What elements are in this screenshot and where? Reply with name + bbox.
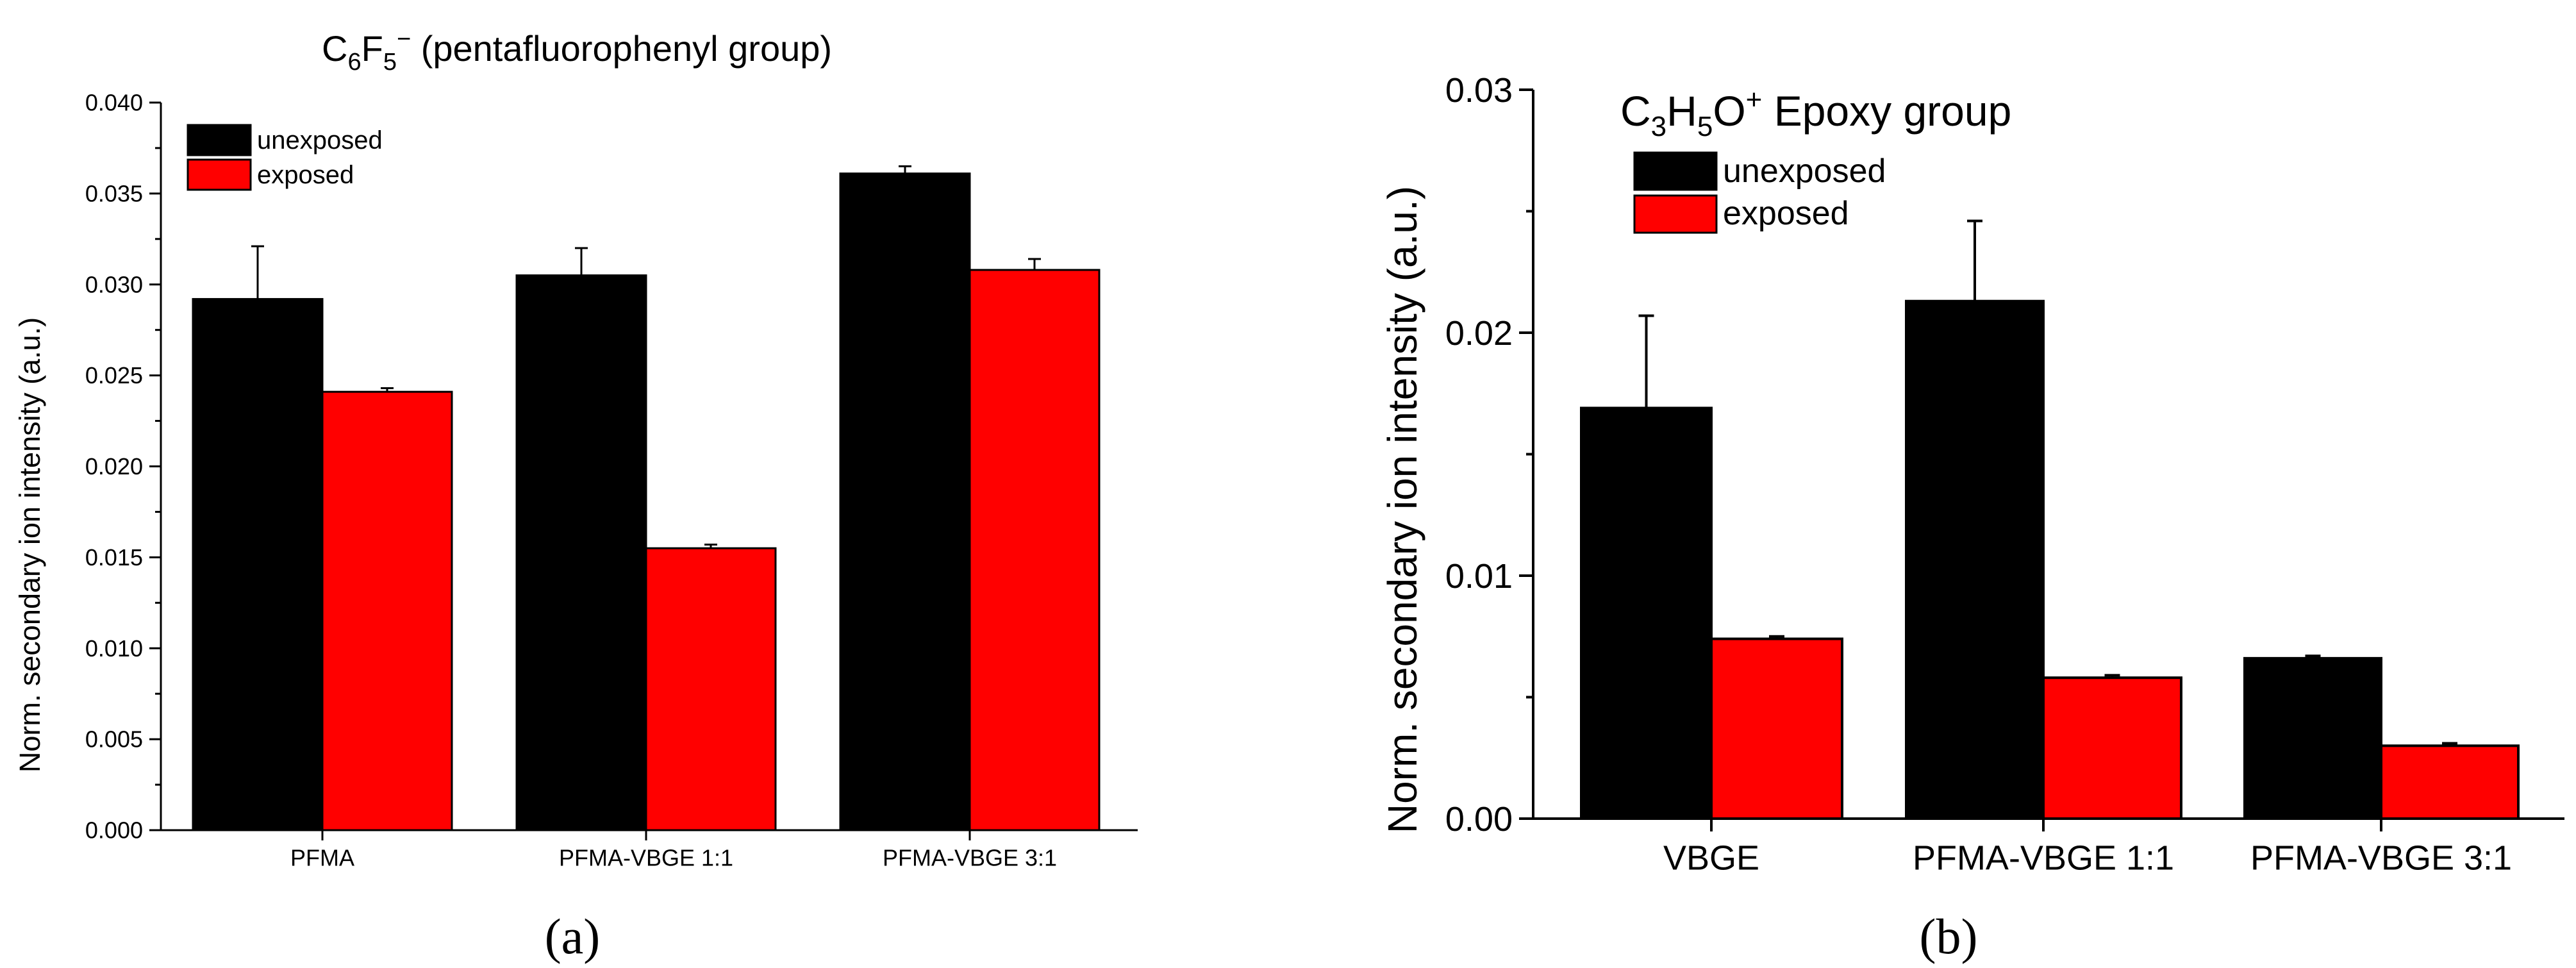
x-tick-label: VBGE xyxy=(1663,839,1759,877)
bar-exposed-2 xyxy=(2042,676,2182,821)
y-tick-label: 0.000 xyxy=(85,817,143,844)
y-tick-label: 0.02 xyxy=(1445,314,1513,353)
y-tick-label: 0.035 xyxy=(85,180,143,206)
y-tick-label: 0.030 xyxy=(85,271,143,297)
legend-swatch-exposed xyxy=(1633,194,1718,234)
x-tick-label: PFMA-VBGE 1:1 xyxy=(1913,839,2174,877)
bar-exposed-2 xyxy=(645,547,777,831)
legend-label-exposed: exposed xyxy=(257,161,354,189)
x-tick-label: PFMA-VBGE 1:1 xyxy=(559,845,733,871)
panel-label-a: (a) xyxy=(545,908,601,964)
bar-unexposed-1 xyxy=(1580,406,1713,820)
chart-a-y-axis-label: Norm. secondary ion intensity (a.u.) xyxy=(13,317,46,772)
bar-unexposed-3 xyxy=(839,172,971,831)
chart-b-y-axis-label: Norm. secondary ion intensity (a.u.) xyxy=(1379,186,1425,833)
bar-unexposed-2 xyxy=(1905,299,2045,821)
chart-b-legend: unexposed exposed xyxy=(1633,151,1886,234)
y-tick-label: 0.01 xyxy=(1445,557,1513,596)
y-tick-label: 0.025 xyxy=(85,362,143,388)
chart-a-title: C6F5− (pentafluorophenyl group) xyxy=(322,26,832,76)
y-tick-label: 0.020 xyxy=(85,453,143,480)
bar-exposed-1 xyxy=(321,390,453,831)
x-tick-label: PFMA-VBGE 3:1 xyxy=(883,845,1057,871)
bar-unexposed-1 xyxy=(192,297,324,831)
panel-label-b: (b) xyxy=(1920,908,1978,964)
bar-exposed-1 xyxy=(1710,637,1843,820)
y-tick-label: 0.010 xyxy=(85,635,143,662)
bar-exposed-3 xyxy=(2380,744,2520,821)
x-tick-label: PFMA xyxy=(290,845,354,871)
legend-swatch-unexposed xyxy=(187,124,252,156)
chart-a-legend: unexposed exposed xyxy=(187,124,383,191)
chart-b: C3H5O+ Epoxy group Norm. secondary ion i… xyxy=(1379,71,2564,964)
legend-label-unexposed: unexposed xyxy=(257,126,383,154)
legend-swatch-exposed xyxy=(187,158,252,191)
bar-unexposed-2 xyxy=(515,274,647,831)
legend-swatch-unexposed xyxy=(1633,151,1718,191)
y-tick-label: 0.040 xyxy=(85,90,143,116)
bar-exposed-3 xyxy=(968,269,1101,831)
chart-a: C6F5− (pentafluorophenyl group) Norm. se… xyxy=(13,26,1138,964)
legend-label-unexposed: unexposed xyxy=(1723,153,1886,190)
y-tick-label: 0.00 xyxy=(1445,800,1513,839)
x-tick-label: PFMA-VBGE 3:1 xyxy=(2250,839,2512,877)
y-tick-label: 0.015 xyxy=(85,544,143,571)
y-tick-label: 0.03 xyxy=(1445,71,1513,110)
legend-label-exposed: exposed xyxy=(1723,195,1849,232)
y-tick-label: 0.005 xyxy=(85,726,143,753)
bar-unexposed-3 xyxy=(2243,656,2382,820)
chart-b-title: C3H5O+ Epoxy group xyxy=(1620,84,2011,142)
